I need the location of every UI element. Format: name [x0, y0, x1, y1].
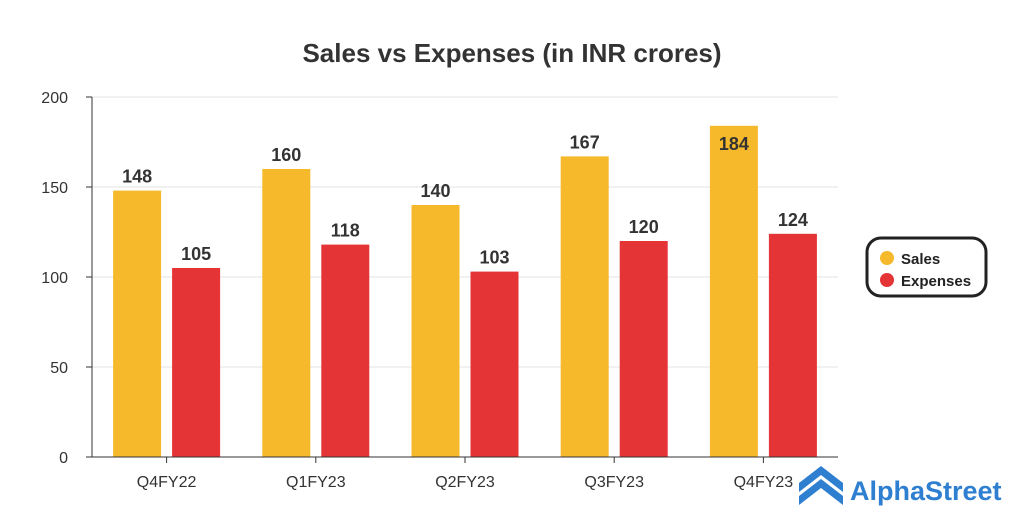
x-tick-label: Q4FY23: [734, 474, 794, 491]
y-tick-label: 0: [59, 450, 68, 467]
x-tick-label: Q3FY23: [584, 474, 644, 491]
x-axis: Q4FY22 Q1FY23 Q2FY23 Q3FY23 Q4FY23: [92, 456, 838, 491]
data-label-expenses-q2fy23: 103: [479, 248, 509, 268]
bar-sales-q2fy23: [411, 205, 460, 457]
x-tick-label: Q1FY23: [286, 474, 346, 491]
alphastreet-logo-icon: [799, 466, 843, 505]
brand-name: AlphaStreet: [850, 476, 1002, 506]
chart-title: Sales vs Expenses (in INR crores): [302, 38, 721, 68]
bars: [113, 125, 817, 458]
legend-sales-swatch: [880, 251, 894, 265]
data-label-expenses-q3fy23: 120: [629, 217, 659, 237]
legend-box: [865, 236, 988, 298]
bar-expenses-q1fy23: [321, 244, 370, 457]
bar-sales-q3fy23: [560, 156, 609, 457]
y-tick-label: 200: [41, 90, 68, 107]
legend-expenses-swatch: [880, 273, 894, 287]
data-label-expenses-q1fy23: 118: [331, 221, 360, 241]
bar-expenses-q4fy23: [768, 233, 817, 457]
y-tick-label: 100: [41, 270, 68, 287]
data-label-expenses-q4fy22: 105: [181, 244, 211, 264]
legend: Sales Expenses: [865, 236, 988, 298]
bar-sales-q1fy23: [262, 169, 311, 457]
bar-sales-q4fy23: [709, 125, 758, 458]
legend-sales-label: Sales: [901, 251, 940, 268]
alphastreet-logo: AlphaStreet: [799, 466, 1002, 506]
data-label-sales-q2fy23: 140: [420, 181, 450, 201]
x-tick-label: Q2FY23: [435, 474, 495, 491]
y-tick-label: 50: [50, 360, 68, 377]
data-labels: 148 105 160 118 140 103 167 120 184 124: [122, 132, 808, 267]
data-label-sales-q4fy22: 148: [122, 167, 152, 187]
data-label-expenses-q4fy23: 124: [778, 210, 808, 230]
bar-expenses-q4fy22: [172, 268, 221, 457]
y-axis: 0 50 100 150 200: [41, 90, 93, 467]
y-tick-label: 150: [41, 180, 68, 197]
bar-sales-q4fy22: [113, 190, 162, 457]
bar-expenses-q3fy23: [619, 241, 668, 457]
bar-expenses-q2fy23: [470, 271, 519, 457]
data-label-sales-q1fy23: 160: [271, 145, 301, 165]
x-tick-label: Q4FY22: [137, 474, 197, 491]
data-label-sales-q4fy23: 184: [719, 134, 749, 154]
data-label-sales-q3fy23: 167: [570, 132, 600, 152]
legend-expenses-label: Expenses: [901, 273, 971, 290]
